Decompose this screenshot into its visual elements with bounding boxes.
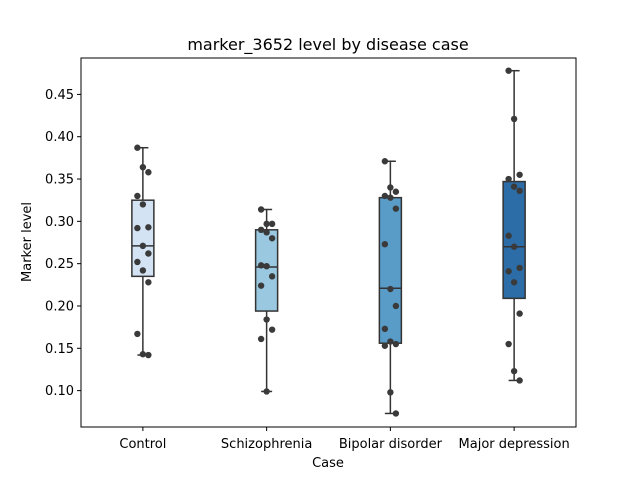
data-point xyxy=(516,310,523,317)
data-point xyxy=(263,316,270,323)
data-point xyxy=(145,250,152,257)
data-point xyxy=(510,367,518,375)
data-point xyxy=(134,144,141,151)
data-point xyxy=(268,220,276,228)
data-point xyxy=(381,192,389,200)
data-point xyxy=(516,264,523,272)
data-point xyxy=(387,338,394,345)
data-point xyxy=(392,205,400,212)
data-point xyxy=(505,67,512,74)
data-point xyxy=(505,268,512,275)
plot-frame xyxy=(80,57,577,428)
data-point xyxy=(257,206,265,213)
data-point xyxy=(139,163,147,171)
y-tick-label: 0.45 xyxy=(45,88,74,103)
x-axis-label: Case xyxy=(312,456,344,471)
data-point xyxy=(257,282,265,289)
data-point xyxy=(387,389,394,396)
data-point xyxy=(139,201,147,208)
y-tick-label: 0.40 xyxy=(45,130,74,145)
plot-area: 0.10 0.15 0.20 0.25 0.30 0.35 0.40 0.45 Control S… xyxy=(45,57,577,452)
data-point xyxy=(139,351,147,358)
x-tick-label: Bipolar disorder xyxy=(339,437,443,452)
y-axis-label: Marker level xyxy=(20,202,35,282)
data-point xyxy=(134,192,141,200)
data-point xyxy=(510,115,518,123)
data-point xyxy=(510,183,518,190)
x-tick-label: Schizophrenia xyxy=(221,437,312,452)
data-point xyxy=(381,240,389,248)
data-point xyxy=(145,351,152,359)
data-point xyxy=(516,187,523,195)
data-point xyxy=(505,232,512,239)
data-point xyxy=(139,267,147,274)
data-point xyxy=(510,243,518,250)
y-tick-label: 0.10 xyxy=(45,384,74,399)
data-point xyxy=(268,273,276,280)
chart-title: marker_3652 level by disease case xyxy=(187,35,468,55)
y-tick-label: 0.35 xyxy=(45,173,74,188)
data-point xyxy=(516,377,523,384)
data-point xyxy=(392,188,400,195)
data-point xyxy=(263,262,270,270)
data-point xyxy=(145,279,152,286)
data-point xyxy=(134,224,141,232)
data-point xyxy=(505,175,512,183)
data-point xyxy=(387,194,394,201)
data-point xyxy=(268,235,276,242)
data-point xyxy=(381,325,389,333)
data-point xyxy=(381,158,389,165)
data-point xyxy=(134,258,141,266)
data-point xyxy=(392,302,400,310)
data-point xyxy=(505,340,512,348)
data-point xyxy=(268,326,276,333)
data-point xyxy=(257,226,265,234)
y-tick-label: 0.25 xyxy=(45,257,74,272)
data-point xyxy=(392,410,400,417)
data-point xyxy=(139,242,147,250)
y-tick-label: 0.15 xyxy=(45,342,74,357)
data-point xyxy=(381,342,389,349)
data-point xyxy=(263,229,270,236)
y-tick-label: 0.20 xyxy=(45,299,74,314)
box-iqr xyxy=(378,196,403,344)
data-point xyxy=(263,220,270,228)
data-point xyxy=(516,171,523,178)
data-point xyxy=(145,224,152,231)
box-iqr xyxy=(254,229,279,312)
y-tick-label: 0.30 xyxy=(45,215,74,230)
data-point xyxy=(145,169,152,176)
x-tick-label: Major depression xyxy=(459,437,570,452)
data-point xyxy=(510,279,518,286)
data-point xyxy=(387,285,394,293)
data-point xyxy=(257,262,265,269)
data-point xyxy=(257,335,265,343)
data-point xyxy=(263,388,270,395)
data-point xyxy=(392,340,400,348)
data-point xyxy=(387,184,394,191)
x-tick-label: Control xyxy=(119,437,166,452)
data-point xyxy=(134,330,141,338)
box-iqr xyxy=(131,199,155,278)
